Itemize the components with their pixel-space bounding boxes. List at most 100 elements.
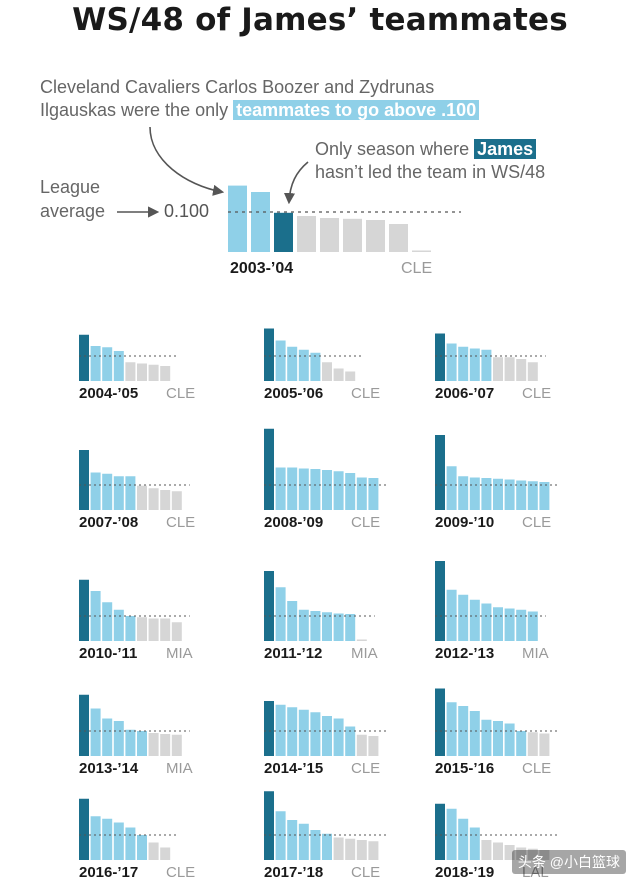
season-chart-2016-17: 2016-’17 CLE <box>79 798 195 881</box>
teammate-bar <box>345 473 356 510</box>
teammate-bar <box>322 833 332 860</box>
teammate-bar <box>298 823 309 860</box>
teammate-bar <box>298 349 309 381</box>
james-bar <box>79 450 89 510</box>
season-label: 2003-’04 <box>230 260 293 277</box>
teammate-bar <box>368 841 379 860</box>
season-label: 2011-’12 <box>264 645 322 662</box>
teammate-bar <box>493 607 503 641</box>
season-chart-2017-18: 2017-’18 CLE <box>264 791 387 881</box>
teammate-bar <box>527 848 538 860</box>
teammate-bar <box>356 734 367 756</box>
teammate-bar <box>458 594 469 641</box>
season-label: 2018-’19 <box>435 864 494 881</box>
teammate-bar <box>458 346 469 381</box>
season-chart-2014-15: 2014-’15 CLE <box>264 701 387 777</box>
boozer-annotation-line1: Cleveland Cavaliers Carlos Boozer and Zy… <box>40 77 435 97</box>
teammate-bar <box>504 845 515 860</box>
teammate-bar <box>527 481 538 510</box>
teammate-bar <box>287 820 298 860</box>
team-label: CLE <box>522 760 551 777</box>
only-season-annotation-line1: Only season where James <box>315 138 537 161</box>
teammate-bar <box>469 827 480 860</box>
season-chart-2007-08: 2007-’08 CLE <box>79 450 195 531</box>
bar <box>356 639 367 641</box>
teammate-bar <box>458 818 469 860</box>
season-chart-2008-09: 2008-’09 CLE <box>264 428 387 531</box>
teammate-bar <box>90 708 101 756</box>
teammate-bar <box>113 351 124 381</box>
teammate-bar <box>251 192 270 252</box>
teammate-bar <box>102 473 113 510</box>
league-average-label-line2: average <box>40 201 106 221</box>
teammate-bar <box>125 827 136 860</box>
teammate-bar <box>287 707 298 756</box>
teammate-bar <box>333 613 344 641</box>
teammate-bar <box>469 348 480 381</box>
teammate-bar <box>493 721 503 756</box>
teammate-bar <box>275 467 286 510</box>
teammate-bar <box>310 469 321 510</box>
boozer-annotation-highlight: teammates to go above .100 <box>233 100 480 120</box>
teammate-bar <box>137 485 147 510</box>
teammate-bar <box>446 808 457 860</box>
teammate-bar <box>298 709 309 756</box>
teammate-bar <box>469 599 480 641</box>
only-season-prefix: Only season where <box>315 139 475 159</box>
teammate-bar <box>493 842 503 860</box>
james-bar <box>264 328 274 381</box>
season-label: 2008-’09 <box>264 514 323 531</box>
teammate-bar <box>356 477 367 510</box>
league-average-value: 0.100 <box>164 201 210 221</box>
season-chart-2009-10: 2009-’10 CLE <box>435 435 558 531</box>
teammate-bar <box>310 712 321 756</box>
teammate-bar <box>493 357 503 381</box>
james-bar <box>264 428 274 510</box>
chart-title: WS/48 of James’ teammates <box>72 2 568 38</box>
team-label: CLE <box>351 514 380 531</box>
teammate-bar <box>160 618 171 641</box>
teammate-bar <box>171 491 182 510</box>
teammate-bar <box>458 706 469 756</box>
teammate-bar <box>345 614 356 641</box>
season-label: 2015-’16 <box>435 760 494 777</box>
teammate-bar <box>298 609 309 641</box>
teammate-bar <box>137 617 147 641</box>
teammate-bar <box>113 721 124 756</box>
team-label: MIA <box>166 760 193 777</box>
james-bar <box>435 561 445 641</box>
season-label: 2017-’18 <box>264 864 323 881</box>
james-bar <box>274 212 293 252</box>
teammate-bar <box>446 343 457 381</box>
team-label: CLE <box>351 760 380 777</box>
teammate-bar <box>297 216 316 252</box>
teammate-bar <box>539 850 550 860</box>
season-label: 2007-’08 <box>79 514 138 531</box>
season-label: 2014-’15 <box>264 760 323 777</box>
teammate-bar <box>368 736 379 756</box>
teammate-bar <box>516 847 527 860</box>
teammate-bar <box>310 352 321 381</box>
season-chart-2018-19: 2018-’19 LAL <box>435 803 558 881</box>
team-label: CLE <box>522 514 551 531</box>
teammate-bar <box>148 618 159 641</box>
teammate-bar <box>102 718 113 756</box>
teammate-bar <box>90 346 101 381</box>
teammate-bar <box>516 609 527 641</box>
season-label: 2013-’14 <box>79 760 139 777</box>
teammate-bar <box>527 732 538 756</box>
teammate-bar <box>148 488 159 510</box>
season-chart-2013-14: 2013-’14 MIA <box>79 694 193 777</box>
season-label: 2010-’11 <box>79 645 137 662</box>
james-bar <box>435 803 445 860</box>
teammate-bar <box>113 822 124 860</box>
teammate-bar <box>228 185 247 252</box>
teammate-bar <box>333 471 344 510</box>
teammate-bar <box>446 589 457 641</box>
season-label: 2004-’05 <box>79 385 138 402</box>
teammate-bar <box>275 340 286 381</box>
james-bar <box>79 579 89 641</box>
teammate-bar <box>366 220 385 252</box>
teammate-bar <box>345 371 356 381</box>
